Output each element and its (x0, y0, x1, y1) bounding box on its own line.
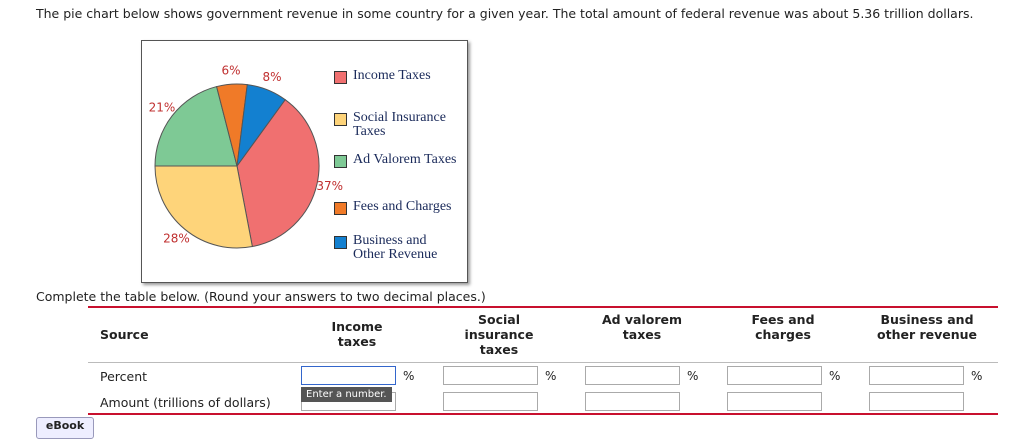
input-field[interactable] (443, 392, 538, 411)
input-field[interactable] (869, 392, 964, 411)
row-label: Amount (trillions of dollars) (100, 395, 271, 410)
pie-slice (236, 84, 286, 167)
header-cell: Source (100, 327, 149, 342)
input-field[interactable] (585, 392, 680, 411)
header-cell: Business and other revenue (877, 312, 977, 342)
header-cell: Social insurance taxes (464, 312, 534, 357)
legend-label: Business and Other Revenue (353, 233, 438, 262)
slice-label: 21% (149, 100, 176, 114)
input-field[interactable] (585, 366, 680, 385)
table-bottom-rule (88, 413, 998, 415)
legend-swatch (334, 236, 347, 249)
input-field[interactable] (301, 366, 396, 385)
slice-label: 8% (262, 70, 281, 84)
pie-slice (236, 98, 320, 248)
ebook-button[interactable]: eBook (36, 417, 94, 439)
legend-swatch (334, 71, 347, 84)
header-rule (88, 362, 998, 363)
legend-label: Ad Valorem Taxes (353, 152, 457, 167)
legend-item: Ad Valorem Taxes (334, 153, 459, 168)
legend-label: Fees and Charges (353, 199, 452, 214)
page: {"instructions": "The pie chart below sh… (36, 6, 998, 439)
unit-label: % (687, 369, 699, 383)
pie-slice (154, 165, 253, 249)
header-cell: Ad valorem taxes (601, 312, 683, 342)
tooltip: Enter a number. (301, 387, 392, 402)
unit-label: % (403, 369, 415, 383)
legend-label: Social Insurance Taxes (353, 110, 446, 139)
prompt: Complete the table below. (Round your an… (36, 289, 486, 304)
slice-label: 28% (163, 232, 190, 246)
pie-slice (154, 85, 238, 167)
table-top-rule (88, 306, 998, 308)
input-field[interactable] (443, 366, 538, 385)
legend-item: Income Taxes (334, 69, 459, 84)
slice-label: 6% (222, 64, 241, 78)
row-label: Percent (100, 369, 148, 384)
legend-item: Business and Other Revenue (334, 234, 459, 262)
unit-label: % (545, 369, 557, 383)
pie-chart: 37% 28% 21% 6% 8% (149, 64, 343, 249)
legend-item: Fees and Charges (334, 200, 459, 215)
legend-swatch (334, 113, 347, 126)
legend-label: Income Taxes (353, 68, 431, 83)
instructions: The pie chart below shows government rev… (36, 6, 974, 21)
legend-swatch (334, 155, 347, 168)
slice-label: 37% (316, 179, 343, 193)
input-field[interactable] (869, 366, 964, 385)
legend-swatch (334, 202, 347, 215)
unit-label: % (971, 369, 983, 383)
header-cell: Income taxes (331, 319, 383, 349)
input-field[interactable] (727, 392, 822, 411)
legend-item: Social Insurance Taxes (334, 111, 459, 139)
header-cell: Fees and charges (751, 312, 815, 342)
input-field[interactable] (727, 366, 822, 385)
chart-box: 37% 28% 21% 6% 8% Income Taxes Social Insuran… (141, 40, 468, 283)
unit-label: % (829, 369, 841, 383)
